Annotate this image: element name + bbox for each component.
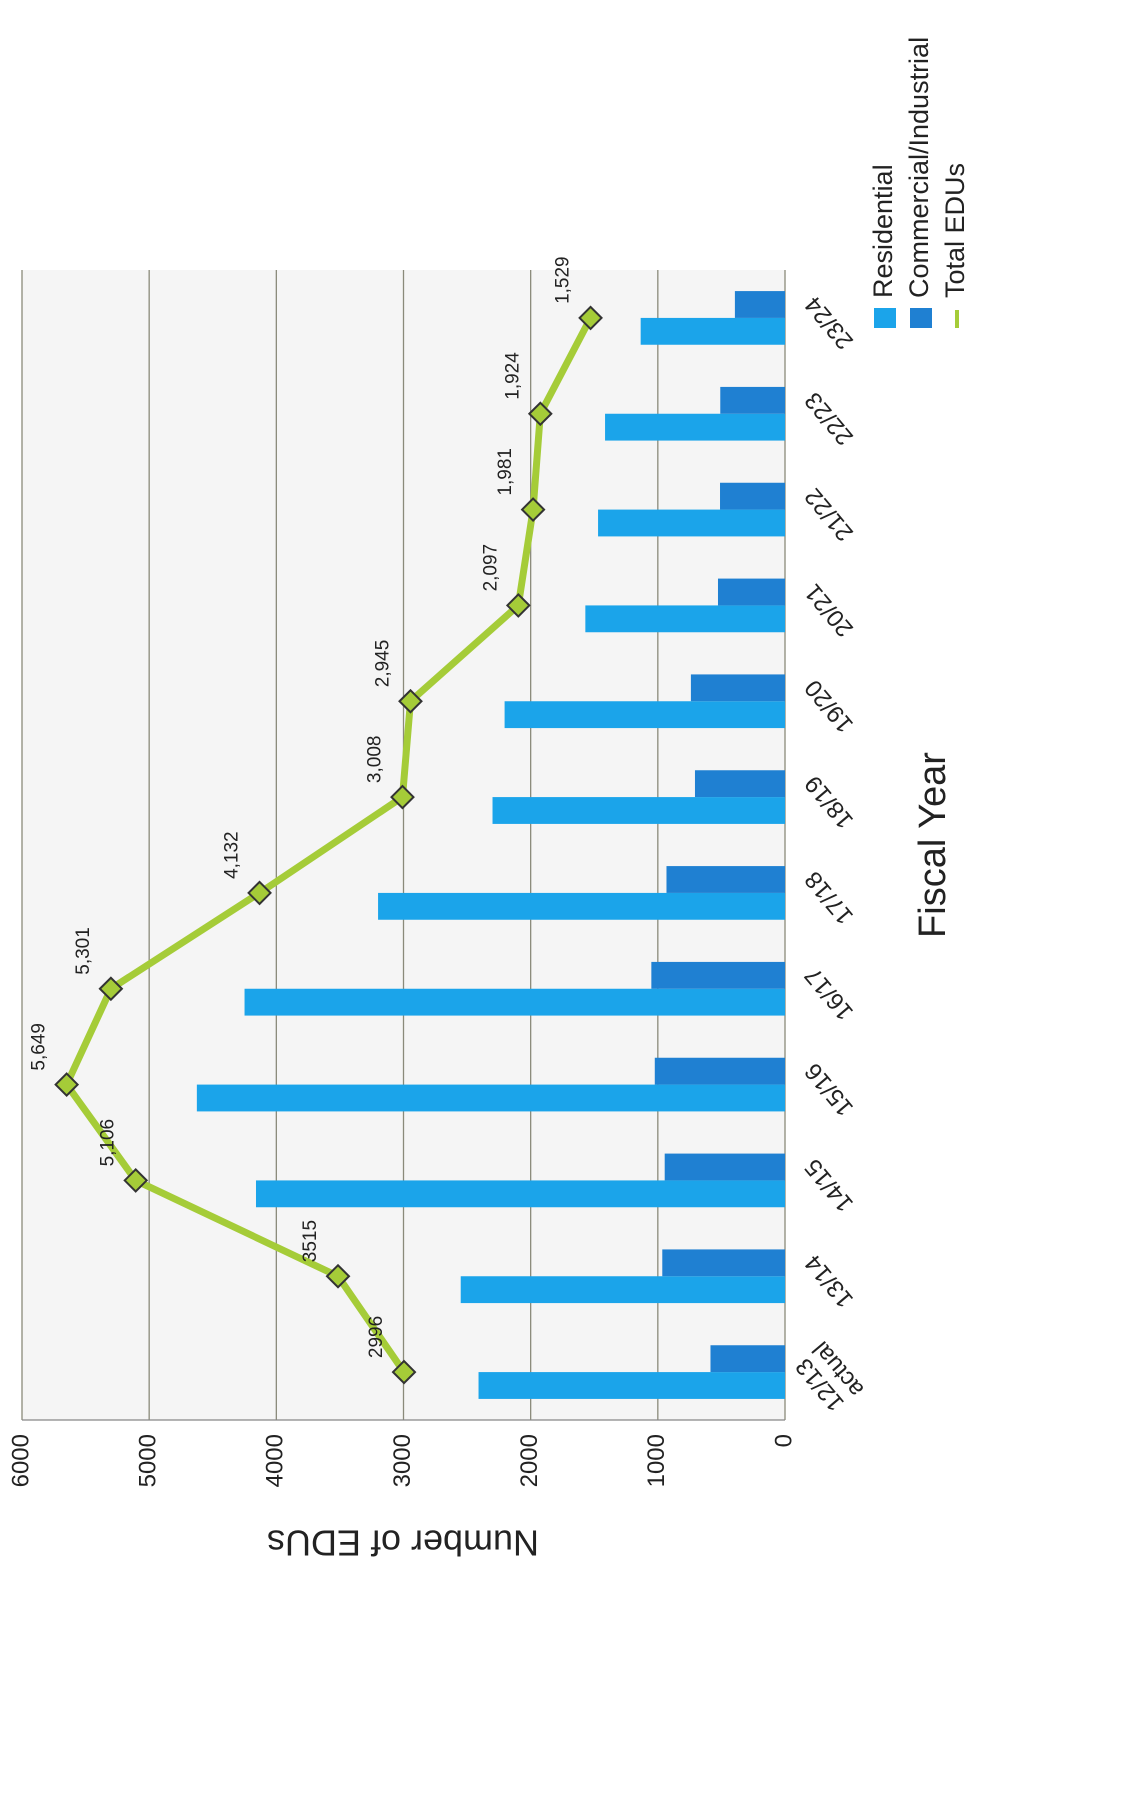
legend-swatch xyxy=(874,308,896,328)
marker xyxy=(391,1359,417,1385)
x-tick-label: 18/19 xyxy=(800,770,859,833)
bar xyxy=(694,770,785,798)
bar xyxy=(654,1057,785,1085)
bar xyxy=(717,578,785,606)
data-label: 4,132 xyxy=(222,831,243,879)
y-tick-label: 1000 xyxy=(643,1434,670,1487)
bar xyxy=(478,1372,785,1399)
legend-label: Total EDUs xyxy=(940,163,970,298)
x-tick-label: 13/14 xyxy=(800,1249,859,1312)
bar xyxy=(690,674,785,702)
x-tick-label: 17/18 xyxy=(800,866,859,929)
bar xyxy=(651,961,785,989)
legend-swatch xyxy=(910,308,932,328)
marker xyxy=(123,1168,149,1193)
legend-label: Commercial/Industrial xyxy=(904,37,934,298)
y-tick-label: 6000 xyxy=(7,1434,34,1487)
marker xyxy=(527,401,553,427)
marker xyxy=(578,305,603,331)
marker xyxy=(390,784,415,810)
x-tick-label: 16/17 xyxy=(800,962,859,1025)
y-tick-label: 2000 xyxy=(516,1434,543,1487)
data-label: 2,945 xyxy=(372,640,393,688)
data-label: 2,097 xyxy=(480,544,501,592)
data-label: 2996 xyxy=(366,1316,387,1358)
bar xyxy=(720,482,785,510)
y-tick-label: 4000 xyxy=(262,1434,289,1487)
data-label: 1,981 xyxy=(495,448,516,496)
x-tick-label: 14/15 xyxy=(800,1154,859,1217)
y-tick-label: 5000 xyxy=(135,1434,162,1487)
bar xyxy=(196,1084,785,1112)
bar xyxy=(710,1345,786,1373)
legend-label: Residential xyxy=(868,164,898,298)
data-label: 1,529 xyxy=(553,256,574,304)
bar xyxy=(504,701,785,729)
y-axis-title: Number of EDUs xyxy=(267,1522,539,1563)
x-tick-label: 19/20 xyxy=(800,674,859,737)
x-tick-label: 20/21 xyxy=(800,579,859,642)
bar xyxy=(720,386,785,414)
bar xyxy=(244,988,785,1016)
line xyxy=(63,316,594,1375)
bar xyxy=(662,1249,786,1277)
x-tick-label: 22/23 xyxy=(800,387,859,450)
rotated-chart: Number of EDUs Fiscal Year 0 1000 2000 3000… xyxy=(7,37,970,1564)
marker xyxy=(54,1072,80,1097)
marker xyxy=(505,593,531,618)
bar xyxy=(664,1153,785,1181)
bar xyxy=(640,317,785,345)
data-label: 5,301 xyxy=(73,927,94,975)
y-tick-label: 0 xyxy=(770,1434,797,1447)
x-tick-label: 12/13actual xyxy=(789,1336,869,1418)
bar xyxy=(378,892,785,920)
data-label: 5,106 xyxy=(98,1119,119,1167)
marker xyxy=(98,976,124,1002)
data-label: 5,649 xyxy=(29,1023,50,1071)
bar xyxy=(605,413,785,441)
marker xyxy=(325,1263,351,1289)
x-tick-label: 15/16 xyxy=(800,1058,859,1121)
x-tick-label: 21/22 xyxy=(800,483,859,546)
y-tick-label: 3000 xyxy=(389,1434,416,1487)
bar xyxy=(666,866,785,893)
x-axis-title: Fiscal Year xyxy=(912,752,954,938)
bar xyxy=(598,509,785,537)
data-label: 1,924 xyxy=(502,352,523,400)
bar xyxy=(585,605,785,633)
bar xyxy=(255,1180,785,1208)
x-tick-label: 23/24 xyxy=(800,291,859,354)
marker xyxy=(247,880,272,906)
data-label: 3515 xyxy=(300,1220,321,1262)
bar xyxy=(734,291,786,318)
bar xyxy=(460,1276,785,1304)
bar xyxy=(492,797,785,824)
marker xyxy=(398,688,423,714)
marker xyxy=(520,497,546,522)
data-label: 3,008 xyxy=(364,736,385,784)
